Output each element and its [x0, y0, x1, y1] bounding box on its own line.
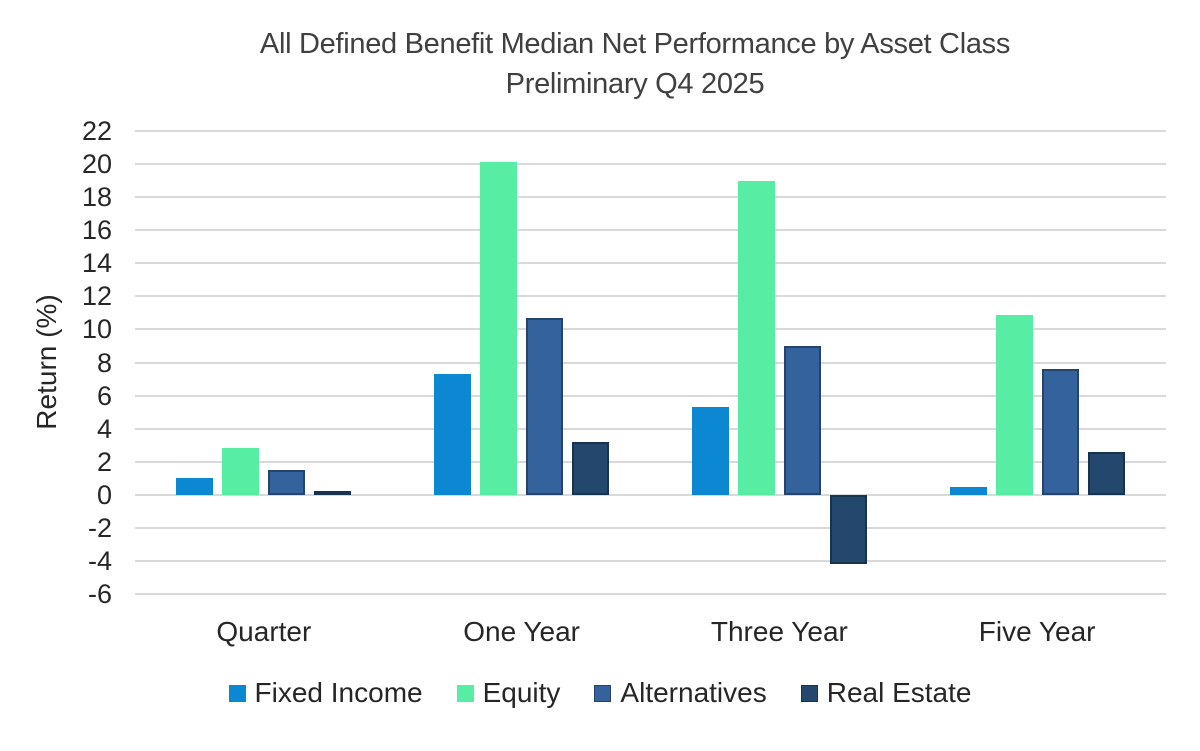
bar-quarter-fixed-income: [176, 478, 214, 495]
bar-five-year-real-estate: [1087, 451, 1125, 495]
gridline-y-12: [135, 295, 1166, 298]
gridline-y--4: [135, 559, 1166, 562]
y-tick-label: 0: [96, 479, 112, 510]
gridline-y-22: [135, 130, 1166, 132]
bar-five-year-alternatives: [1041, 369, 1079, 495]
gridline-y-16: [135, 229, 1166, 232]
gridline-y--6: [135, 593, 1166, 595]
bar-three-year-alternatives: [783, 345, 821, 495]
bar-quarter-alternatives: [268, 469, 306, 495]
y-tick-label: 14: [81, 248, 112, 279]
bar-quarter-real-estate: [314, 491, 352, 496]
gridline-y-20: [135, 163, 1166, 166]
legend-item-fixed-income: Fixed Income: [228, 676, 423, 710]
bar-one-year-equity: [480, 162, 518, 495]
bar-one-year-fixed-income: [434, 374, 472, 495]
x-axis-label-three-year: Three Year: [710, 616, 848, 647]
chart-title-line2: Preliminary Q4 2025: [505, 68, 765, 100]
x-axis-label-quarter: Quarter: [216, 616, 312, 647]
y-tick-label: 22: [81, 116, 112, 146]
legend-item-equity: Equity: [456, 676, 561, 710]
bar-one-year-real-estate: [572, 441, 610, 495]
bar-quarter-equity: [222, 448, 260, 495]
y-tick-label: 4: [96, 413, 112, 444]
gridline-y--2: [135, 526, 1166, 529]
x-axis-label-one-year: One Year: [463, 616, 581, 647]
legend-swatch-equity: [456, 684, 474, 702]
bar-three-year-equity: [737, 180, 775, 495]
legend-label-real-estate: Real Estate: [826, 677, 972, 708]
bar-five-year-fixed-income: [949, 486, 987, 495]
legend-item-real-estate: Real Estate: [800, 676, 972, 710]
gridline-y-10: [135, 328, 1166, 331]
chart-title-line1: All Defined Benefit Median Net Performan…: [259, 28, 1011, 60]
y-tick-label: 18: [81, 182, 112, 213]
legend: Fixed Income Equity Alternatives Real Estat…: [0, 676, 1200, 710]
legend-swatch-alternatives: [594, 684, 612, 702]
y-tick-label: 6: [96, 380, 112, 411]
gridline-y-6: [135, 394, 1166, 397]
legend-label-fixed-income: Fixed Income: [254, 677, 423, 708]
legend-label-equity: Equity: [482, 677, 561, 708]
gridline-y-8: [135, 361, 1166, 364]
y-tick-label: 12: [81, 281, 112, 312]
y-tick-label: -4: [87, 545, 112, 576]
gridline-y-0: [135, 493, 1166, 496]
legend-item-alternatives: Alternatives: [594, 676, 767, 710]
x-axis-label-five-year: Five Year: [978, 616, 1096, 647]
y-tick-label: 20: [81, 149, 112, 180]
gridline-y-4: [135, 427, 1166, 430]
bar-one-year-alternatives: [526, 317, 564, 495]
bar-three-year-fixed-income: [691, 407, 729, 495]
legend-swatch-fixed-income: [228, 684, 246, 702]
legend-swatch-real-estate: [800, 684, 818, 702]
gridline-y-18: [135, 196, 1166, 199]
gridline-y-2: [135, 460, 1166, 463]
y-tick-label: -2: [87, 512, 112, 543]
y-tick-label: 2: [96, 446, 112, 477]
y-tick-label: 16: [81, 215, 112, 246]
chart-title: All Defined Benefit Median Net Performan…: [35, 24, 1200, 104]
bar-three-year-real-estate: [829, 494, 867, 565]
bar-five-year-equity: [995, 314, 1033, 495]
y-tick-label: 8: [96, 347, 112, 378]
y-tick-label: 10: [81, 314, 112, 345]
legend-label-alternatives: Alternatives: [620, 677, 767, 708]
y-tick-label: -6: [87, 579, 112, 609]
gridline-y-14: [135, 262, 1166, 265]
